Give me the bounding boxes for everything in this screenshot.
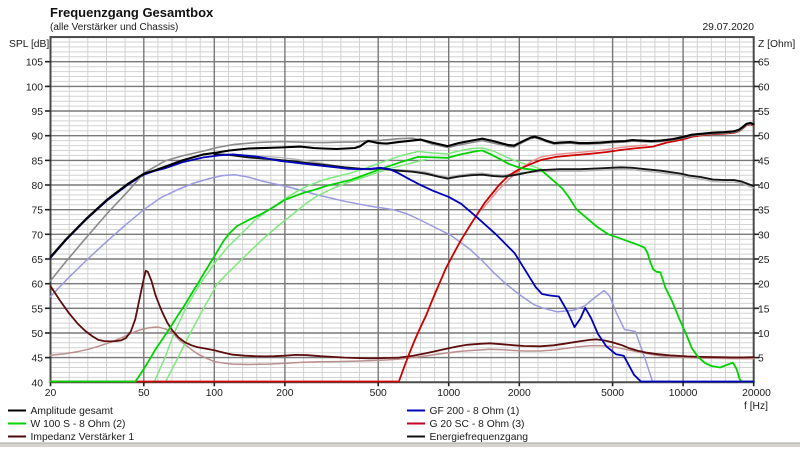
svg-text:45: 45 [758, 156, 770, 167]
svg-text:100: 100 [26, 82, 43, 93]
svg-text:10: 10 [758, 329, 770, 340]
svg-text:Frequenzgang Gesamtbox: Frequenzgang Gesamtbox [50, 5, 214, 20]
svg-text:20000: 20000 [742, 388, 771, 399]
svg-text:40: 40 [32, 378, 44, 389]
svg-text:SPL [dB]: SPL [dB] [9, 39, 49, 50]
svg-text:(alle Verstärker und Chassis): (alle Verstärker und Chassis) [50, 22, 178, 33]
svg-text:GF 200 - 8 Ohm (1): GF 200 - 8 Ohm (1) [430, 406, 520, 417]
svg-text:40: 40 [758, 181, 770, 192]
svg-text:200: 200 [276, 388, 293, 399]
svg-text:1000: 1000 [437, 388, 460, 399]
svg-text:Energiefrequenzgang: Energiefrequenzgang [430, 432, 529, 443]
svg-text:G 20 SC - 8 Ohm (3): G 20 SC - 8 Ohm (3) [430, 419, 525, 430]
svg-text:60: 60 [32, 280, 44, 291]
svg-text:100: 100 [206, 388, 223, 399]
svg-text:95: 95 [32, 107, 44, 118]
svg-text:Impedanz Verstärker 1: Impedanz Verstärker 1 [31, 432, 135, 443]
svg-text:15: 15 [758, 304, 770, 315]
svg-text:5000: 5000 [601, 388, 624, 399]
svg-text:85: 85 [32, 156, 44, 167]
svg-text:30: 30 [758, 230, 770, 241]
svg-text:20: 20 [45, 388, 57, 399]
svg-text:50: 50 [758, 132, 770, 143]
svg-text:90: 90 [32, 132, 44, 143]
svg-text:35: 35 [758, 206, 770, 217]
svg-text:20: 20 [758, 280, 770, 291]
svg-text:55: 55 [32, 304, 44, 315]
svg-text:50: 50 [138, 388, 150, 399]
svg-text:W 100 S - 8 Ohm (2): W 100 S - 8 Ohm (2) [31, 419, 126, 430]
svg-text:500: 500 [370, 388, 387, 399]
svg-text:2000: 2000 [508, 388, 531, 399]
svg-text:60: 60 [758, 82, 770, 93]
svg-text:70: 70 [32, 230, 44, 241]
svg-text:10000: 10000 [669, 388, 698, 399]
svg-text:29.07.2020: 29.07.2020 [702, 22, 754, 33]
svg-text:75: 75 [32, 206, 44, 217]
svg-text:65: 65 [32, 255, 44, 266]
svg-text:65: 65 [758, 58, 770, 69]
svg-text:f [Hz]: f [Hz] [744, 401, 768, 412]
svg-text:55: 55 [758, 107, 770, 118]
svg-text:Amplitude gesamt: Amplitude gesamt [31, 406, 114, 417]
svg-text:80: 80 [32, 181, 44, 192]
svg-text:25: 25 [758, 255, 770, 266]
svg-text:5: 5 [758, 354, 764, 365]
svg-text:45: 45 [32, 354, 44, 365]
svg-text:105: 105 [26, 58, 43, 69]
svg-text:Z [Ohm]: Z [Ohm] [758, 39, 795, 50]
svg-text:50: 50 [32, 329, 44, 340]
